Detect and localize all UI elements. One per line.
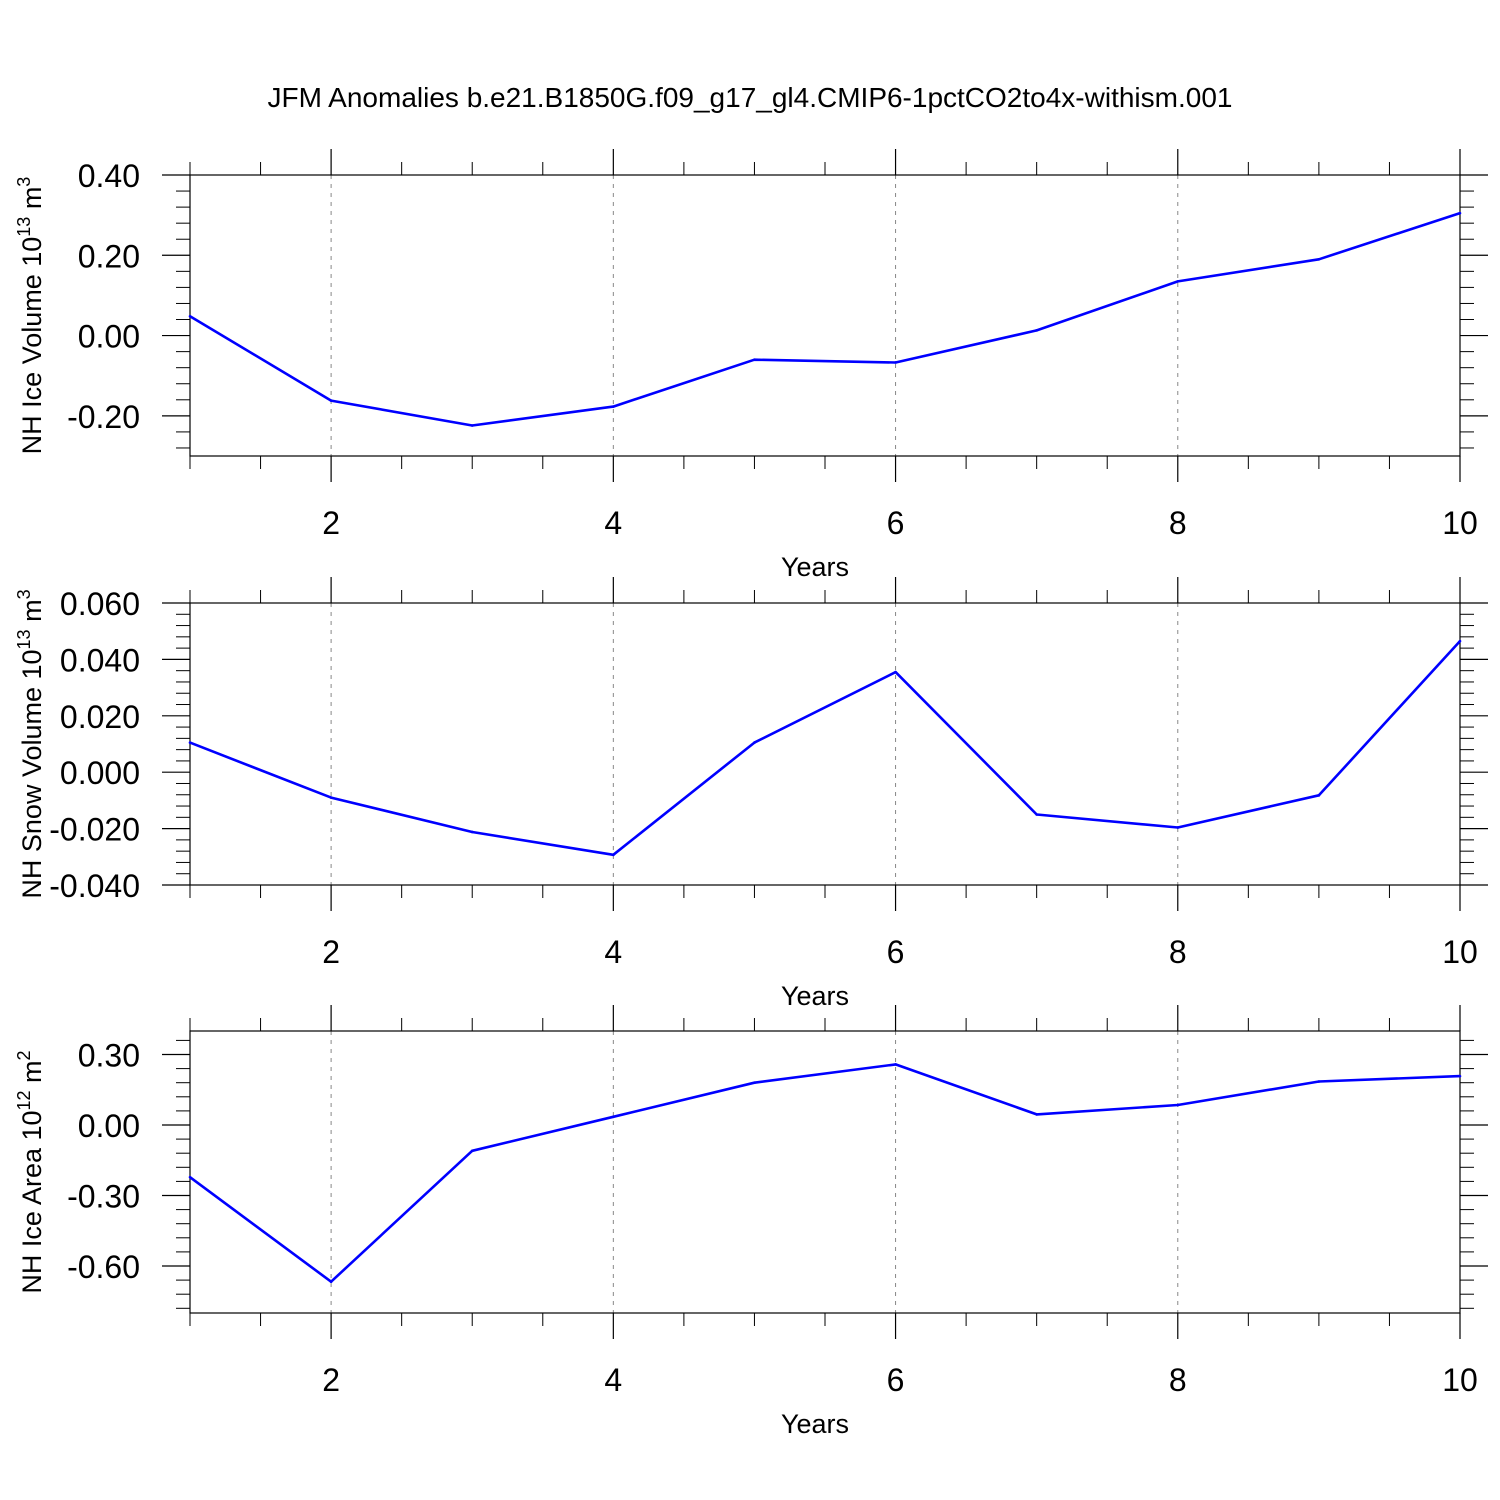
data-point xyxy=(470,830,474,834)
data-point xyxy=(894,361,897,364)
data-point xyxy=(1317,258,1321,261)
y-tick-label: 0.30 xyxy=(78,1038,140,1074)
x-axis-label: Years xyxy=(781,1409,849,1439)
data-point xyxy=(1458,1074,1462,1078)
x-tick-label: 2 xyxy=(322,1362,340,1398)
panel-snow-volume: 2 4 6 8 10 0.060 0.040 0.020 0.000 -0.020 -0.040 Ye… xyxy=(14,577,1488,1011)
panel-ice-volume: 2 4 6 8 10 0.40 0.20 0.00 -0.20 Years NH Ice Volum… xyxy=(14,149,1488,582)
data-point xyxy=(753,358,756,361)
y-tick-label: 0.040 xyxy=(60,642,140,678)
data-point xyxy=(1035,813,1038,816)
data-point xyxy=(1317,1080,1321,1083)
data-point xyxy=(1176,1103,1180,1107)
chart-title: JFM Anomalies b.e21.B1850G.f09_g17_gl4.C… xyxy=(267,82,1233,113)
data-point xyxy=(1035,329,1038,332)
plot-frame xyxy=(189,602,1461,886)
x-tick-label: 8 xyxy=(1169,505,1187,541)
data-point xyxy=(188,315,192,318)
x-tick-label: 2 xyxy=(322,934,340,970)
data-point xyxy=(1035,1113,1038,1116)
y-axis-label: NH Ice Area 1012 m2 xyxy=(14,1050,47,1293)
x-tick-label: 6 xyxy=(887,505,905,541)
data-point xyxy=(1176,280,1180,283)
series-line xyxy=(189,211,1461,427)
x-tick-label: 10 xyxy=(1442,934,1478,970)
panel-ice-area: 2 4 6 8 10 0.30 0.00 -0.30 -0.60 Years NH Ice Area… xyxy=(14,1005,1488,1439)
data-point xyxy=(612,853,615,857)
y-tick-label: 0.20 xyxy=(78,238,140,274)
y-tick-label: -0.020 xyxy=(49,812,140,848)
x-tick-label: 10 xyxy=(1442,1362,1478,1398)
y-axis-label: NH Ice Volume 1013 m3 xyxy=(14,177,47,455)
data-point xyxy=(894,670,897,674)
y-tick-label: 0.00 xyxy=(78,319,140,355)
y-tick-label: 0.40 xyxy=(78,158,140,194)
x-tick-label: 8 xyxy=(1169,1362,1187,1398)
plot-frame xyxy=(189,174,1461,457)
x-tick-label: 2 xyxy=(322,505,340,541)
data-point xyxy=(470,424,474,427)
y-axis-label: NH Snow Volume 1013 m3 xyxy=(14,589,47,898)
y-tick-label: 0.060 xyxy=(60,586,140,622)
series-line xyxy=(189,1063,1461,1283)
x-tick-label: 4 xyxy=(604,1362,622,1398)
data-point xyxy=(1176,826,1180,829)
y-tick-label: 0.00 xyxy=(78,1108,140,1144)
data-point xyxy=(612,405,615,408)
data-point xyxy=(329,1280,333,1284)
x-tick-label: 4 xyxy=(604,934,622,970)
data-point xyxy=(753,1081,756,1084)
data-point xyxy=(1458,211,1462,215)
series-line xyxy=(189,640,1461,857)
y-tick-label: -0.20 xyxy=(67,399,140,435)
y-tick-label: 0.020 xyxy=(60,699,140,735)
y-tick-label: -0.30 xyxy=(67,1179,140,1215)
x-axis-label: Years xyxy=(781,981,849,1011)
x-tick-label: 10 xyxy=(1442,505,1478,541)
data-point xyxy=(1317,794,1321,797)
y-tick-label: 0.000 xyxy=(60,755,140,791)
data-point xyxy=(329,399,333,402)
data-point xyxy=(753,741,756,744)
data-point xyxy=(470,1149,474,1153)
x-tick-label: 6 xyxy=(887,1362,905,1398)
y-tick-label: -0.040 xyxy=(49,868,140,904)
data-point xyxy=(188,1175,192,1179)
x-tick-label: 8 xyxy=(1169,934,1187,970)
data-point xyxy=(1458,639,1462,643)
y-tick-label: -0.60 xyxy=(67,1249,140,1285)
data-point xyxy=(188,741,192,744)
data-point xyxy=(894,1063,897,1066)
x-tick-label: 4 xyxy=(604,505,622,541)
data-point xyxy=(612,1115,615,1119)
x-axis-label: Years xyxy=(781,552,849,582)
x-tick-label: 6 xyxy=(887,934,905,970)
data-point xyxy=(329,796,333,799)
